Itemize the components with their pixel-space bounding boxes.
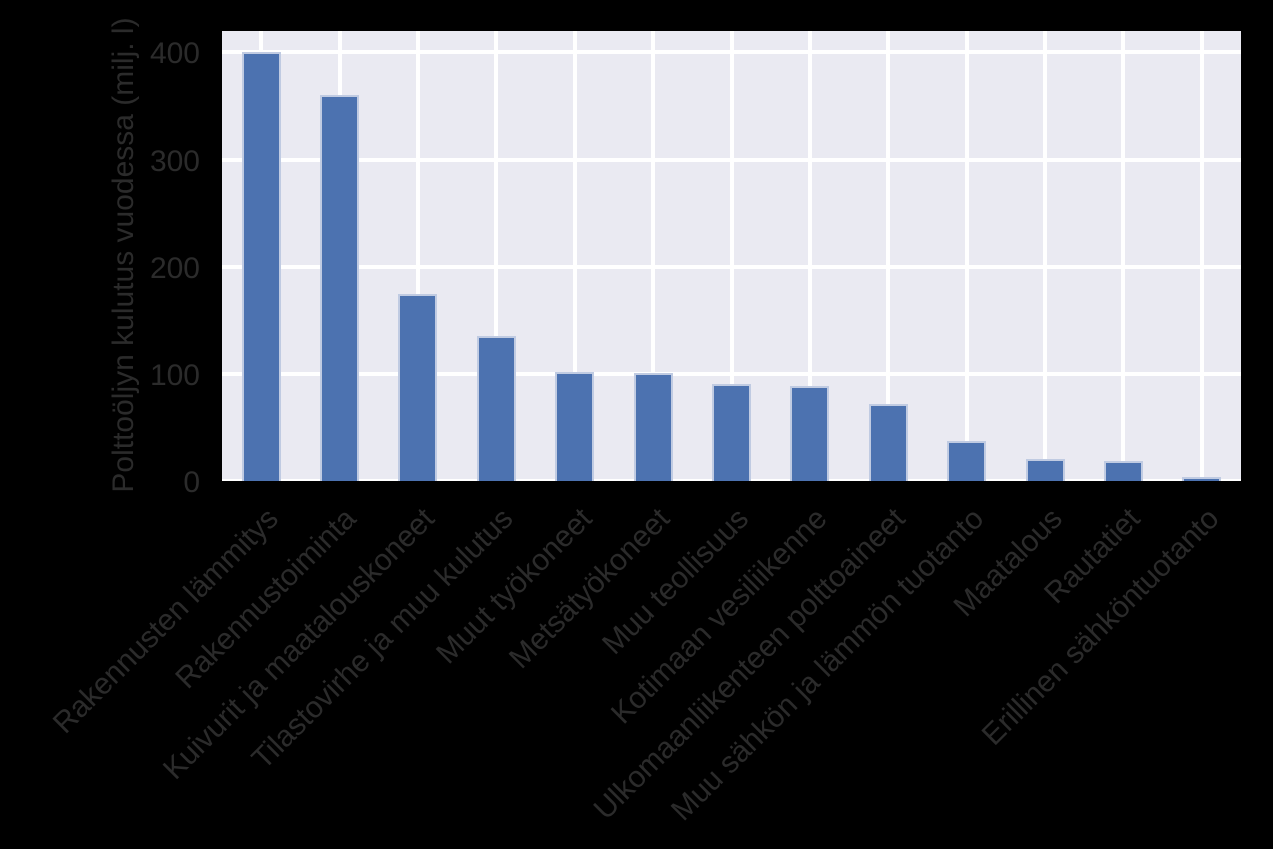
gridline-x-3 <box>494 31 499 481</box>
gridline-x-5 <box>651 31 656 481</box>
gridline-x-6 <box>729 31 734 481</box>
gridline-x-4 <box>572 31 577 481</box>
bar-6 <box>712 383 751 481</box>
bar-10 <box>1025 458 1065 481</box>
bar-2 <box>398 293 438 481</box>
bar-5 <box>633 372 673 481</box>
bar-4 <box>555 371 595 481</box>
bar-11 <box>1103 460 1143 481</box>
plot-area <box>222 31 1241 481</box>
bar-1 <box>320 95 360 481</box>
bar-3 <box>476 336 516 481</box>
bar-12 <box>1182 476 1222 481</box>
y-tick-label-400: 400 <box>149 37 200 71</box>
y-tick-label-100: 100 <box>149 358 200 392</box>
gridline-x-8 <box>886 31 891 481</box>
gridline-x-10 <box>1043 31 1048 481</box>
bar-8 <box>868 403 908 481</box>
gridline-x-2 <box>415 31 420 481</box>
y-tick-label-0: 0 <box>183 466 200 499</box>
y-tick-label-300: 300 <box>149 144 200 178</box>
bar-7 <box>790 385 830 481</box>
gridline-x-7 <box>807 31 812 481</box>
gridline-x-12 <box>1199 31 1204 481</box>
y-tick-label-200: 200 <box>149 251 200 285</box>
bar-9 <box>947 441 987 481</box>
gridline-x-11 <box>1121 31 1126 481</box>
bar-0 <box>241 52 281 481</box>
gridline-x-9 <box>964 31 969 481</box>
